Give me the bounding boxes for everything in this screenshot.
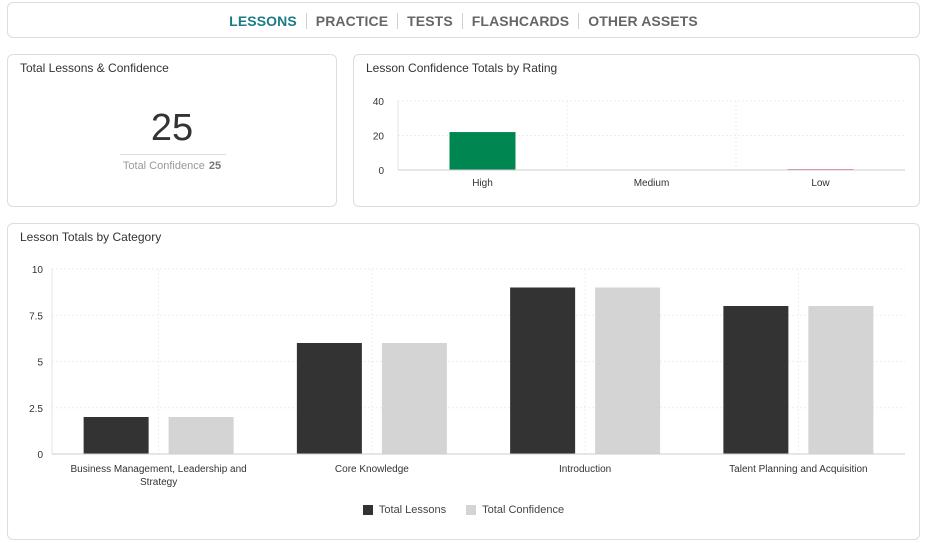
rating-bar-high xyxy=(449,132,516,170)
legend-item[interactable]: Total Lessons xyxy=(362,504,447,516)
category-y-tick: 7.5 xyxy=(29,311,43,322)
tab-lessons[interactable]: LESSONS xyxy=(229,13,297,29)
summary-card: Total Lessons & Confidence 25 Total Conf… xyxy=(7,54,337,207)
category-bar-total-confidence xyxy=(168,417,234,454)
category-bar-total-lessons xyxy=(296,343,362,454)
category-legend: Total Lessons Total Confidence xyxy=(8,504,919,516)
category-bar-total-confidence xyxy=(381,343,447,454)
total-confidence-value: 25 xyxy=(208,160,222,172)
legend-item[interactable]: Total Confidence xyxy=(466,504,564,516)
nav-items: LESSONS PRACTICE TESTS FLASHCARDS OTHER ASSE… xyxy=(8,3,919,39)
rating-chart-title: Lesson Confidence Totals by Rating xyxy=(366,61,558,75)
rating-y-tick: 0 xyxy=(378,166,384,177)
legend-label: Total Confidence xyxy=(482,504,565,516)
category-bar-total-lessons xyxy=(510,287,576,454)
category-y-tick: 0 xyxy=(37,450,43,461)
category-bar-total-lessons xyxy=(723,306,789,454)
rating-x-label: Medium xyxy=(634,178,670,189)
summary-divider xyxy=(120,154,226,155)
tab-tests[interactable]: TESTS xyxy=(407,13,453,29)
category-x-label: Core Knowledge xyxy=(335,464,409,475)
nav-separator xyxy=(461,13,463,29)
nav-separator xyxy=(397,13,399,29)
total-lessons-value: 25 xyxy=(150,107,194,149)
rating-chart-card: Lesson Confidence Totals by Rating 0 20 40… xyxy=(353,54,920,207)
category-x-label: Talent Planning and Acquisition xyxy=(729,464,867,475)
asset-tab-bar: LESSONS PRACTICE TESTS FLASHCARDS OTHER ASSE… xyxy=(7,2,920,38)
nav-separator xyxy=(305,13,307,29)
category-bar-total-confidence xyxy=(808,306,874,454)
nav-separator xyxy=(578,13,580,29)
tab-practice[interactable]: PRACTICE xyxy=(315,13,389,29)
category-bar-total-lessons xyxy=(83,417,149,454)
legend-label: Total Lessons xyxy=(378,504,447,516)
category-bar-total-confidence xyxy=(595,287,661,454)
category-y-tick: 2.5 xyxy=(29,404,43,415)
category-chart-title: Lesson Totals by Category xyxy=(20,230,162,244)
rating-x-label: High xyxy=(472,178,493,189)
category-chart: 0 2.5 5 7.5 10 Business Management, Leadershi… xyxy=(29,265,905,488)
category-chart-card: Lesson Totals by Category 0 2.5 5 7.5 10 Busi… xyxy=(7,223,920,540)
rating-y-tick: 40 xyxy=(373,97,385,108)
rating-y-tick: 20 xyxy=(373,132,385,143)
tab-other-assets[interactable]: OTHER ASSETS xyxy=(588,13,698,29)
rating-chart: 0 20 40 High Medium Low xyxy=(373,97,905,189)
legend-swatch xyxy=(362,505,373,515)
tab-flashcards[interactable]: FLASHCARDS xyxy=(471,13,570,29)
summary-title: Total Lessons & Confidence xyxy=(20,61,169,75)
category-y-tick: 5 xyxy=(37,358,43,369)
total-confidence-label: Total Confidence xyxy=(122,160,205,172)
total-confidence-row: Total Confidence 25 xyxy=(8,160,336,172)
legend-swatch xyxy=(466,505,477,515)
rating-x-label: Low xyxy=(811,178,830,189)
category-x-label: Business Management, Leadership and Strat… xyxy=(71,464,247,488)
category-y-tick: 10 xyxy=(32,265,44,276)
category-x-label: Introduction xyxy=(559,464,611,475)
